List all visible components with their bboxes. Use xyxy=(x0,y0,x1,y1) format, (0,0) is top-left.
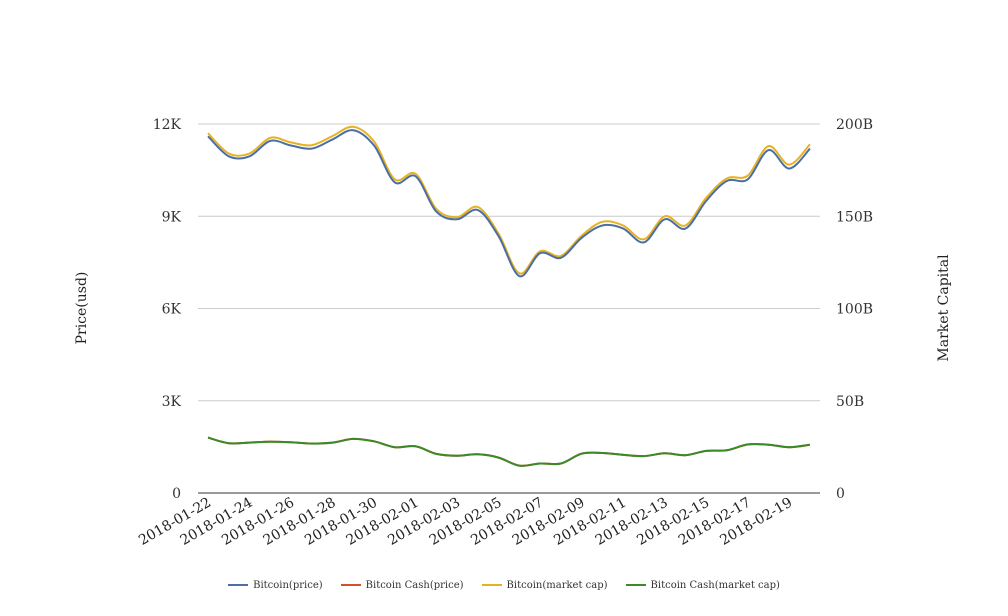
legend-item[interactable]: Bitcoin Cash(price) xyxy=(340,576,464,594)
grid-lines xyxy=(198,123,820,494)
legend-label: Bitcoin Cash(market cap) xyxy=(650,579,780,591)
left-axis-title: Price(usd) xyxy=(74,272,90,345)
legend-item[interactable]: Bitcoin(price) xyxy=(228,576,323,594)
chart-legend: Bitcoin(price) Bitcoin Cash(price) Bitcoin… xyxy=(0,576,1008,594)
legend-swatch xyxy=(481,584,502,586)
left-tick-label: 3K xyxy=(162,394,182,410)
right-tick-label: 150B xyxy=(836,209,873,225)
series-line-bitcoin-market-cap xyxy=(207,125,811,275)
right-tick-label: 200B xyxy=(836,117,873,133)
legend-swatch xyxy=(340,584,361,586)
left-tick-label: 6K xyxy=(162,302,182,318)
left-tick-label: 12K xyxy=(153,117,182,133)
right-tick-label: 100B xyxy=(836,302,873,318)
legend-item[interactable]: Bitcoin Cash(market cap) xyxy=(625,576,780,594)
left-axis-ticks: 0 3K 6K 9K 12K xyxy=(153,117,182,502)
right-axis-ticks: 0 50B 100B 150B 200B xyxy=(836,117,873,502)
left-tick-label: 0 xyxy=(172,486,181,502)
legend-swatch xyxy=(228,584,249,586)
legend-label: Bitcoin Cash(price) xyxy=(365,579,464,591)
series-line-bitcoin-cash-market-cap xyxy=(207,436,811,467)
series-line-bitcoin-price xyxy=(207,129,811,278)
right-tick-label: 50B xyxy=(836,394,864,410)
legend-label: Bitcoin(market cap) xyxy=(506,579,608,591)
legend-label: Bitcoin(price) xyxy=(253,579,323,591)
x-axis-ticks: 2018-01-222018-01-242018-01-262018-01-28… xyxy=(136,495,795,549)
right-axis-title: Market Capital xyxy=(936,254,952,362)
right-tick-label: 0 xyxy=(836,486,845,502)
left-tick-label: 9K xyxy=(162,209,182,225)
legend-item[interactable]: Bitcoin(market cap) xyxy=(481,576,608,594)
legend-swatch xyxy=(625,584,646,586)
series-lines xyxy=(207,125,811,467)
